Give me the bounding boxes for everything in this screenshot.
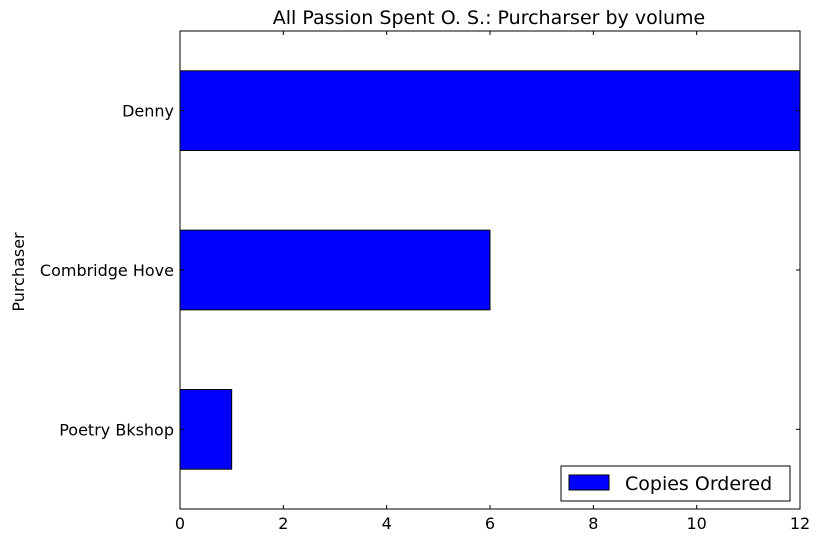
bars-group [179, 70, 801, 470]
ticks-group: Poetry Bkshop Combridge Hove Denny 0 2 4 6 8 10 1… [40, 31, 810, 533]
chart-title: All Passion Spent O. S.: Purcharser by v… [273, 7, 705, 29]
legend-swatch [568, 474, 610, 491]
y-axis-label: Purchaser [9, 232, 28, 312]
x-tick-label: 12 [790, 514, 810, 533]
x-tick-label: 4 [382, 514, 392, 533]
y-tick-label: Combridge Hove [40, 261, 174, 280]
bar-poetry-bkshop [179, 389, 233, 470]
plot-frame [179, 30, 801, 510]
x-tick-label: 8 [588, 514, 598, 533]
x-tick-label: 6 [485, 514, 495, 533]
legend: Copies Ordered [560, 465, 791, 502]
x-tick-label: 0 [175, 514, 185, 533]
x-tick-label: 2 [278, 514, 288, 533]
y-tick-label: Poetry Bkshop [59, 420, 174, 439]
bar-denny [179, 70, 801, 151]
legend-label: Copies Ordered [625, 473, 772, 495]
bar-combridge-hove [179, 229, 491, 311]
x-tick-label: 10 [686, 514, 706, 533]
y-tick-label: Denny [122, 102, 174, 121]
